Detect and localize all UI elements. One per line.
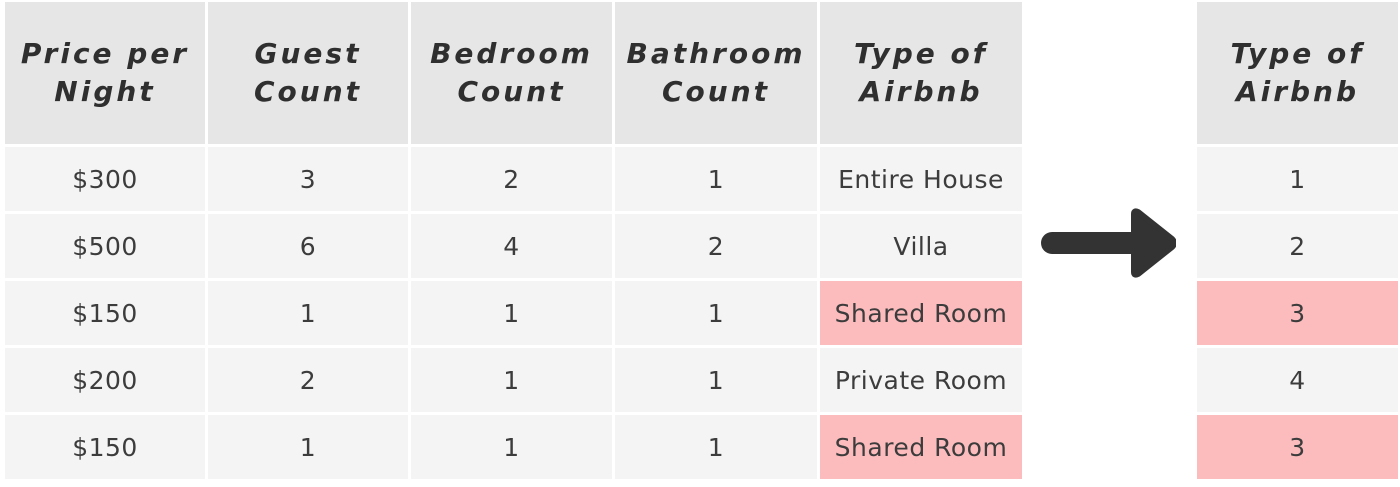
header-price-per-night: Price per Night — [5, 2, 205, 144]
cell-bathroom-count: 1 — [615, 147, 817, 211]
header-bathroom-count: Bathroom Count — [615, 2, 817, 144]
cell-bathroom-count: 2 — [615, 214, 817, 278]
cell-encoded-type: 1 — [1197, 147, 1398, 211]
cell-type-of-airbnb: Shared Room — [820, 415, 1022, 479]
cell-encoded-type: 3 — [1197, 415, 1398, 479]
cell-price: $150 — [5, 281, 205, 345]
arrow-right-icon — [1041, 208, 1176, 278]
header-type-of-airbnb: Type of Airbnb — [1197, 2, 1398, 144]
cell-bedroom-count: 4 — [411, 214, 612, 278]
cell-guest-count: 6 — [208, 214, 408, 278]
cell-guest-count: 2 — [208, 348, 408, 412]
cell-type-of-airbnb: Private Room — [820, 348, 1022, 412]
airbnb-data-table: Price per Night Guest Count Bedroom Coun… — [5, 2, 1022, 479]
cell-price: $300 — [5, 147, 205, 211]
cell-price: $150 — [5, 415, 205, 479]
cell-bedroom-count: 1 — [411, 281, 612, 345]
cell-type-of-airbnb: Villa — [820, 214, 1022, 278]
cell-encoded-type: 4 — [1197, 348, 1398, 412]
cell-guest-count: 1 — [208, 415, 408, 479]
cell-price: $200 — [5, 348, 205, 412]
cell-bedroom-count: 1 — [411, 348, 612, 412]
cell-encoded-type: 3 — [1197, 281, 1398, 345]
cell-bathroom-count: 1 — [615, 348, 817, 412]
cell-encoded-type: 2 — [1197, 214, 1398, 278]
cell-bedroom-count: 1 — [411, 415, 612, 479]
header-guest-count: Guest Count — [208, 2, 408, 144]
cell-type-of-airbnb: Entire House — [820, 147, 1022, 211]
cell-bathroom-count: 1 — [615, 281, 817, 345]
header-type-of-airbnb: Type of Airbnb — [820, 2, 1022, 144]
cell-bathroom-count: 1 — [615, 415, 817, 479]
encoded-type-table: Type of Airbnb 1 2 3 4 3 — [1197, 2, 1398, 479]
cell-bedroom-count: 2 — [411, 147, 612, 211]
cell-price: $500 — [5, 214, 205, 278]
header-bedroom-count: Bedroom Count — [411, 2, 612, 144]
cell-guest-count: 1 — [208, 281, 408, 345]
cell-type-of-airbnb: Shared Room — [820, 281, 1022, 345]
cell-guest-count: 3 — [208, 147, 408, 211]
